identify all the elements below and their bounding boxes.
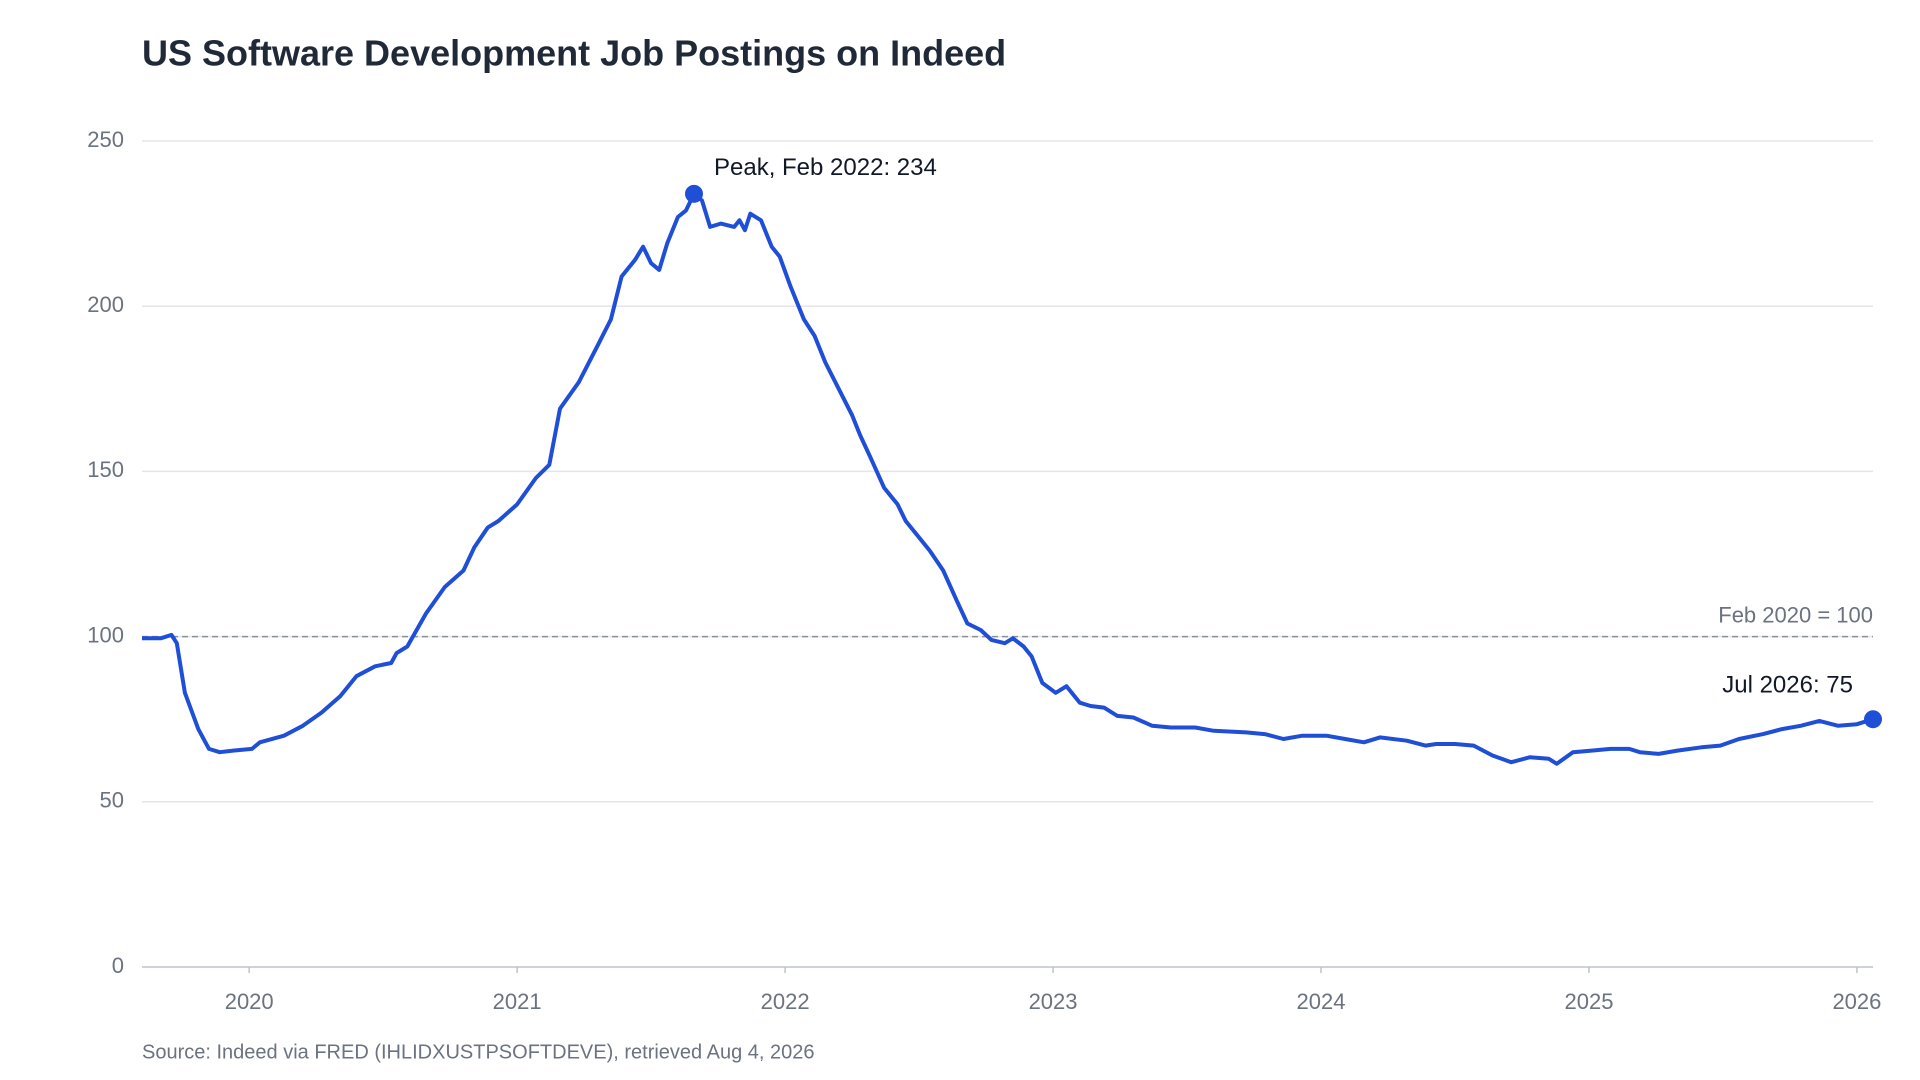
annotation-label: Jul 2026: 75 bbox=[1722, 672, 1853, 699]
annotation-marker bbox=[1864, 710, 1882, 729]
y-tick-label: 100 bbox=[87, 622, 124, 647]
y-tick-label: 200 bbox=[87, 292, 124, 317]
y-tick-label: 50 bbox=[100, 788, 124, 813]
x-tick-label: 2021 bbox=[493, 989, 542, 1014]
annotation-label: Peak, Feb 2022: 234 bbox=[714, 154, 937, 181]
y-tick-label: 0 bbox=[112, 953, 124, 978]
reference-label: Feb 2020 = 100 bbox=[1718, 602, 1873, 627]
y-tick-label: 250 bbox=[87, 127, 124, 152]
x-tick-label: 2025 bbox=[1564, 989, 1613, 1014]
y-tick-label: 150 bbox=[87, 457, 124, 482]
x-tick-label: 2024 bbox=[1297, 989, 1346, 1014]
source-note: Source: Indeed via FRED (IHLIDXUSTPSOFTD… bbox=[142, 1041, 815, 1063]
x-tick-label: 2022 bbox=[761, 989, 810, 1014]
x-tick-label: 2026 bbox=[1832, 989, 1881, 1014]
data-line bbox=[142, 191, 1874, 766]
chart-title: US Software Development Job Postings on … bbox=[142, 33, 1006, 74]
x-tick-label: 2023 bbox=[1029, 989, 1078, 1014]
x-tick-label: 2020 bbox=[225, 989, 274, 1014]
annotation-marker bbox=[684, 184, 703, 203]
